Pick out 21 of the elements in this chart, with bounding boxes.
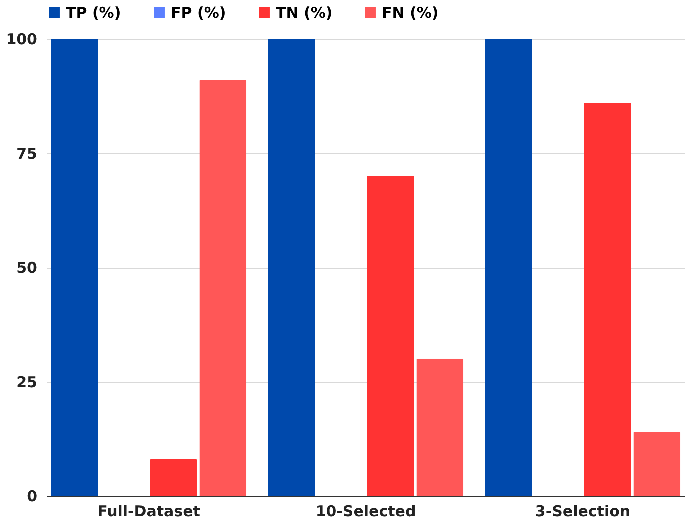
y-tick-label: 50 bbox=[16, 259, 38, 277]
bar bbox=[367, 176, 414, 496]
bar bbox=[200, 80, 247, 496]
bar bbox=[150, 459, 198, 496]
bar bbox=[51, 39, 98, 496]
x-tick-label: 10-Selected bbox=[316, 502, 416, 520]
x-tick-label: Full-Dataset bbox=[98, 502, 200, 520]
bar bbox=[268, 39, 316, 496]
bar bbox=[634, 432, 681, 496]
y-tick-label: 25 bbox=[16, 373, 38, 392]
legend-label: FN (%) bbox=[382, 4, 439, 22]
bar bbox=[485, 39, 532, 496]
y-tick-label: 0 bbox=[27, 488, 38, 506]
x-tick-label: 3-Selection bbox=[535, 502, 631, 520]
legend-label: TP (%) bbox=[66, 4, 122, 22]
bar bbox=[584, 102, 632, 496]
bar bbox=[416, 358, 464, 496]
legend-label: TN (%) bbox=[276, 4, 333, 22]
y-tick-label: 100 bbox=[6, 30, 38, 48]
y-tick-label: 75 bbox=[16, 144, 38, 163]
legend-label: FP (%) bbox=[171, 4, 226, 22]
